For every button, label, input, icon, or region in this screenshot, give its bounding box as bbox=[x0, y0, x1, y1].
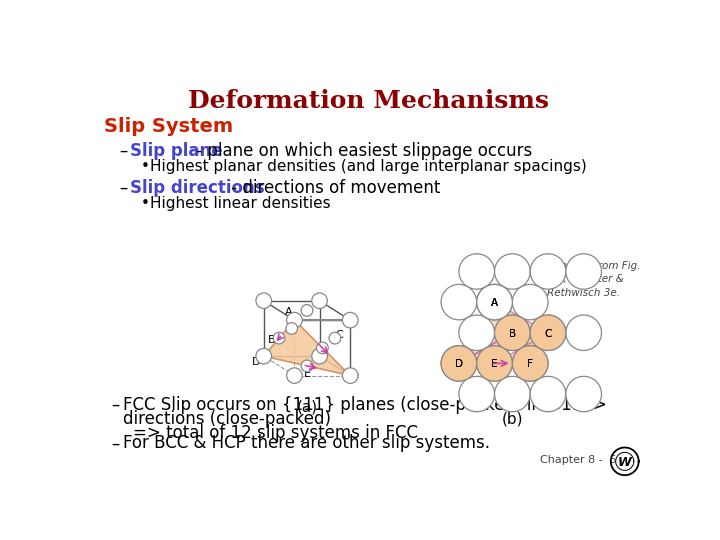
Text: - plane on which easiest slippage occurs: - plane on which easiest slippage occurs bbox=[191, 142, 532, 160]
Text: For BCC & HCP there are other slip systems.: For BCC & HCP there are other slip syste… bbox=[122, 434, 490, 453]
Text: E: E bbox=[304, 369, 310, 379]
Circle shape bbox=[343, 312, 358, 328]
Text: W: W bbox=[618, 456, 631, 469]
Circle shape bbox=[477, 285, 513, 320]
Text: F: F bbox=[354, 374, 359, 383]
Text: E: E bbox=[491, 359, 498, 369]
Text: Highest planar densities (and large interplanar spacings): Highest planar densities (and large inte… bbox=[150, 159, 588, 174]
Text: Chapter 8 -  5: Chapter 8 - 5 bbox=[539, 455, 616, 465]
Circle shape bbox=[274, 332, 285, 344]
Circle shape bbox=[477, 346, 513, 381]
Circle shape bbox=[301, 305, 313, 316]
Circle shape bbox=[459, 254, 495, 289]
Text: directions (close-packed): directions (close-packed) bbox=[122, 410, 330, 428]
Text: •: • bbox=[140, 159, 149, 174]
Polygon shape bbox=[495, 333, 548, 363]
Circle shape bbox=[566, 376, 601, 411]
Circle shape bbox=[287, 312, 302, 328]
Circle shape bbox=[343, 368, 358, 383]
Circle shape bbox=[256, 348, 271, 364]
Text: A: A bbox=[491, 298, 498, 308]
Circle shape bbox=[459, 315, 495, 350]
Text: –: – bbox=[112, 396, 120, 414]
Text: B: B bbox=[509, 328, 516, 339]
Circle shape bbox=[441, 346, 477, 381]
Circle shape bbox=[312, 293, 328, 308]
Text: D: D bbox=[455, 359, 463, 369]
Text: Slip plane: Slip plane bbox=[130, 142, 223, 160]
Text: •: • bbox=[140, 195, 149, 211]
Text: Slip System: Slip System bbox=[104, 117, 233, 136]
Text: D: D bbox=[455, 359, 463, 369]
Circle shape bbox=[441, 346, 477, 381]
Text: A: A bbox=[491, 298, 498, 308]
Text: A: A bbox=[491, 298, 498, 308]
Text: F: F bbox=[527, 359, 533, 369]
Polygon shape bbox=[264, 320, 350, 376]
Circle shape bbox=[287, 368, 302, 383]
Circle shape bbox=[530, 315, 566, 350]
Text: Adapted from Fig.
8.6, Callister &
Rethwisch 3e.: Adapted from Fig. 8.6, Callister & Rethw… bbox=[547, 261, 641, 298]
Circle shape bbox=[477, 346, 513, 381]
Circle shape bbox=[513, 285, 548, 320]
Circle shape bbox=[329, 332, 341, 344]
Circle shape bbox=[312, 348, 328, 364]
Text: => total of 12 slip systems in FCC: => total of 12 slip systems in FCC bbox=[132, 423, 418, 442]
Circle shape bbox=[286, 322, 297, 334]
Text: C: C bbox=[336, 330, 343, 340]
Circle shape bbox=[530, 254, 566, 289]
Circle shape bbox=[256, 293, 271, 308]
Text: C: C bbox=[544, 328, 552, 339]
Circle shape bbox=[317, 342, 328, 354]
Text: Slip directions: Slip directions bbox=[130, 179, 265, 197]
Text: Highest linear densities: Highest linear densities bbox=[150, 195, 331, 211]
Polygon shape bbox=[459, 333, 513, 363]
Text: B: B bbox=[268, 335, 275, 345]
Polygon shape bbox=[459, 302, 513, 363]
Circle shape bbox=[477, 285, 513, 320]
Circle shape bbox=[459, 376, 495, 411]
Circle shape bbox=[441, 285, 477, 320]
Text: –: – bbox=[120, 179, 128, 197]
Circle shape bbox=[566, 254, 601, 289]
Circle shape bbox=[301, 360, 313, 372]
Circle shape bbox=[530, 315, 566, 350]
Text: D: D bbox=[252, 357, 260, 367]
Text: E: E bbox=[491, 359, 498, 369]
Text: FCC Slip occurs on {111} planes (close-packed) in <110>: FCC Slip occurs on {111} planes (close-p… bbox=[122, 396, 606, 414]
Text: B: B bbox=[509, 328, 516, 339]
Circle shape bbox=[495, 315, 530, 350]
Polygon shape bbox=[495, 302, 548, 363]
Text: - directions of movement: - directions of movement bbox=[225, 179, 440, 197]
Circle shape bbox=[477, 285, 513, 320]
Circle shape bbox=[495, 254, 530, 289]
Circle shape bbox=[530, 376, 566, 411]
Text: A: A bbox=[284, 307, 292, 318]
Text: (a): (a) bbox=[297, 400, 318, 415]
Text: Deformation Mechanisms: Deformation Mechanisms bbox=[189, 90, 549, 113]
Circle shape bbox=[513, 346, 548, 381]
Circle shape bbox=[566, 315, 601, 350]
Circle shape bbox=[495, 315, 530, 350]
Text: F: F bbox=[527, 359, 533, 369]
Circle shape bbox=[513, 346, 548, 381]
Text: (b): (b) bbox=[502, 411, 523, 427]
Text: C: C bbox=[544, 328, 552, 339]
Circle shape bbox=[495, 376, 530, 411]
Text: –: – bbox=[112, 434, 120, 453]
Text: –: – bbox=[120, 142, 128, 160]
